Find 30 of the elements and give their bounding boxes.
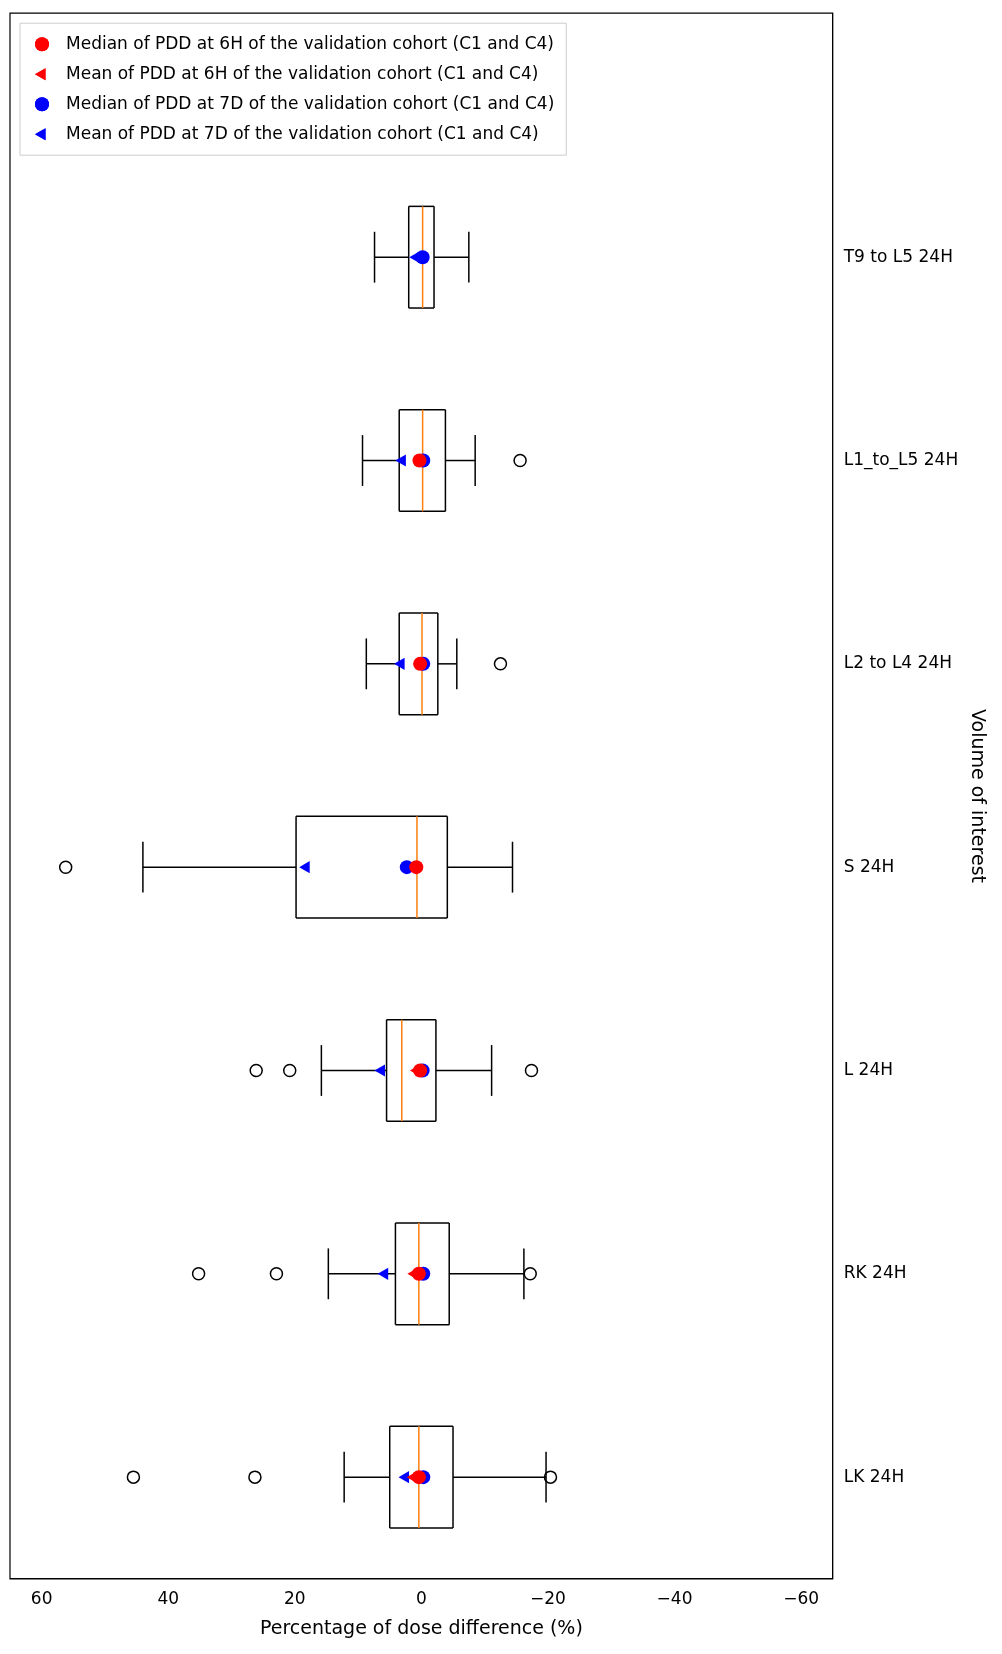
- x-tick-label: −20: [530, 1588, 566, 1609]
- y-tick-label: L 24H: [843, 1058, 894, 1079]
- y-tick-label: T9 to L5 24H: [842, 245, 953, 266]
- legend-label: Median of PDD at 6H of the validation cohort (C1 and C4): [66, 32, 554, 53]
- y-axis-title: Volume of interest: [967, 709, 990, 883]
- point: [411, 1266, 426, 1281]
- x-tick-label: 20: [283, 1588, 306, 1609]
- x-tick-label: 60: [30, 1588, 53, 1609]
- point: [394, 657, 405, 670]
- x-tick-label: 0: [415, 1588, 427, 1609]
- point: [398, 1471, 410, 1484]
- point: [415, 250, 430, 265]
- legend-label: Mean of PDD at 7D of the validation cohort (C1 and C4): [66, 122, 539, 143]
- y-tick-label: S 24H: [843, 855, 895, 876]
- y-tick-label: L1_to_L5 24H: [843, 448, 959, 470]
- point: [411, 1470, 426, 1485]
- y-tick-label: L2 to L4 24H: [843, 652, 953, 673]
- point: [412, 453, 427, 468]
- x-tick-label: 40: [157, 1588, 180, 1609]
- y-tick-label: LK 24H: [843, 1465, 905, 1486]
- point: [409, 860, 424, 875]
- point: [374, 1064, 385, 1077]
- point: [377, 1267, 389, 1280]
- point: [395, 454, 406, 467]
- x-tick-label: −40: [656, 1588, 693, 1609]
- y-tick-label: RK 24H: [843, 1262, 907, 1283]
- x-tick-label: −60: [783, 1588, 820, 1609]
- x-axis-title: Percentage of dose difference (%): [259, 1615, 583, 1638]
- legend-label: Median of PDD at 7D of the validation cohort (C1 and C4): [66, 92, 555, 113]
- legend-label: Mean of PDD at 6H of the validation cohort (C1 and C4): [66, 62, 539, 83]
